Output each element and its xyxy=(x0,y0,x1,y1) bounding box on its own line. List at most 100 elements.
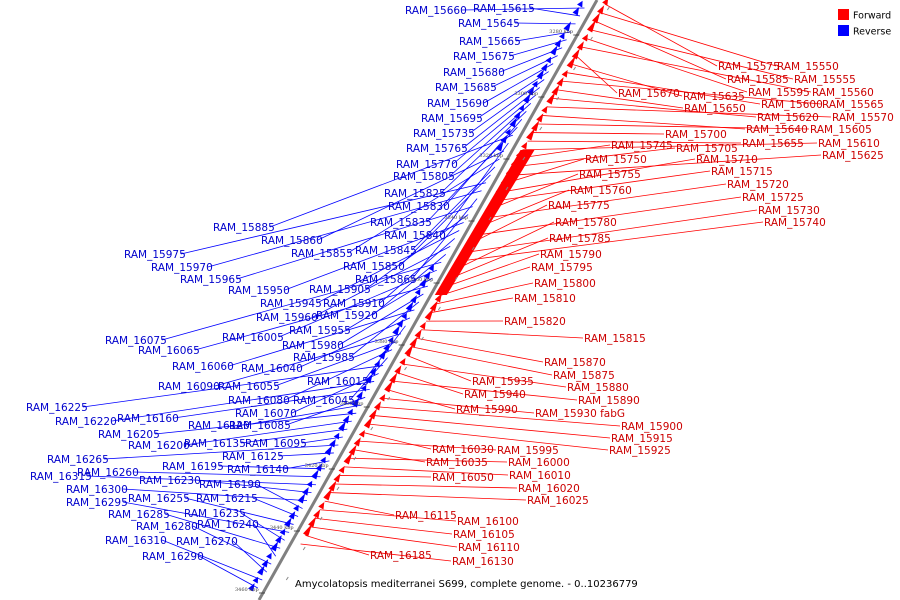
forward-gene-label: RAM_15550 xyxy=(777,61,839,73)
kbp-tick-label: 3440 kbp xyxy=(270,525,294,531)
forward-gene-label: RAM_15705 xyxy=(676,143,738,155)
reverse-gene-feature xyxy=(266,552,272,560)
reverse-gene-label: RAM_16240 xyxy=(197,519,259,531)
forward-gene-label: RAM_15780 xyxy=(555,217,617,229)
forward-leader-line xyxy=(310,526,458,548)
forward-leader-line xyxy=(551,97,757,118)
backbone-dot xyxy=(505,186,509,191)
reverse-gene-feature xyxy=(356,391,363,400)
forward-gene-label: RAM_15595 xyxy=(748,87,810,99)
forward-gene-feature xyxy=(521,141,528,150)
forward-gene-label: RAM_16130 xyxy=(452,556,514,568)
forward-leader-line xyxy=(488,173,579,211)
reverse-gene-feature xyxy=(387,336,394,344)
forward-gene-label: RAM_15790 xyxy=(540,249,602,261)
forward-gene-label: RAM_15740 xyxy=(764,217,826,229)
forward-gene-feature xyxy=(571,48,580,60)
forward-gene-label: RAM_16100 xyxy=(457,516,519,528)
reverse-gene-label: RAM_15660 xyxy=(405,5,467,17)
reverse-gene-label: RAM_16235 xyxy=(184,508,246,520)
reverse-gene-label: RAM_16255 xyxy=(128,493,190,505)
reverse-gene-feature xyxy=(261,559,269,568)
forward-leader-line xyxy=(300,543,452,562)
forward-leader-line xyxy=(556,89,684,109)
forward-gene-feature xyxy=(576,41,584,51)
forward-gene-feature xyxy=(389,372,398,384)
backbone-dot xyxy=(353,456,357,461)
forward-leader-line xyxy=(315,517,453,535)
reverse-gene-feature xyxy=(545,56,552,64)
forward-gene-label: RAM_16185 xyxy=(370,550,432,562)
reverse-leader-line xyxy=(240,512,285,541)
reverse-gene-label: RAM_15905 xyxy=(309,284,371,296)
reverse-gene-feature xyxy=(347,408,353,416)
reverse-gene-label: RAM_16055 xyxy=(218,381,280,393)
forward-leader-line xyxy=(566,72,761,105)
reverse-gene-label: RAM_16285 xyxy=(108,509,170,521)
forward-gene-feature xyxy=(551,84,560,96)
reverse-gene-feature xyxy=(549,45,558,56)
reverse-gene-label: RAM_16315 xyxy=(30,471,92,483)
forward-leader-line xyxy=(474,196,742,236)
forward-gene-label: RAM_15775 xyxy=(548,200,610,212)
forward-gene-feature xyxy=(602,0,609,6)
gene-features xyxy=(248,0,610,592)
reverse-gene-label: RAM_15950 xyxy=(228,285,290,297)
forward-gene-label: RAM_15815 xyxy=(584,333,646,345)
reverse-leader-line xyxy=(255,483,303,509)
kbp-tick-label: 3340 kbp xyxy=(445,215,469,221)
forward-gene-feature xyxy=(328,480,337,492)
kbp-tick-label: 3360 kbp xyxy=(410,277,434,283)
forward-gene-label: RAM_15555 xyxy=(794,74,856,86)
forward-leader-line xyxy=(512,147,676,168)
reverse-gene-label: RAM_16260 xyxy=(77,467,139,479)
legend-forward-swatch xyxy=(838,9,849,20)
reverse-gene-label: RAM_16060 xyxy=(172,361,234,373)
reverse-gene-feature xyxy=(257,565,265,576)
kbp-tick-label: 3280 kbp xyxy=(549,29,573,35)
reverse-leader-line xyxy=(192,525,272,565)
forward-gene-label: RAM_15890 xyxy=(578,395,640,407)
forward-gene-feature xyxy=(308,516,317,528)
reverse-gene-feature xyxy=(351,397,360,408)
forward-gene-feature xyxy=(586,19,597,33)
forward-gene-feature xyxy=(531,120,540,132)
reverse-gene-label: RAM_15835 xyxy=(370,217,432,229)
legend-reverse-swatch xyxy=(838,25,849,36)
forward-leader-line xyxy=(561,80,822,105)
reverse-gene-feature xyxy=(572,7,580,16)
kbp-tick-label: 3380 kbp xyxy=(375,339,399,345)
forward-leader-line xyxy=(575,55,618,94)
forward-leader-line xyxy=(527,140,742,144)
backbone-dot xyxy=(539,126,543,131)
reverse-leader-line xyxy=(301,436,343,444)
reverse-gene-label: RAM_16085 xyxy=(229,420,291,432)
forward-leader-line xyxy=(421,329,584,339)
reverse-leader-line xyxy=(184,420,352,446)
reverse-gene-label: RAM_15680 xyxy=(443,67,505,79)
forward-leader-line xyxy=(363,432,432,450)
reverse-gene-feature xyxy=(577,0,583,8)
legend-forward-label: Forward xyxy=(853,11,891,22)
forward-gene-feature xyxy=(526,127,536,141)
forward-gene-feature xyxy=(434,293,442,303)
reverse-gene-label: RAM_15985 xyxy=(293,352,355,364)
reverse-leader-line xyxy=(278,452,334,457)
reverse-gene-label: RAM_16295 xyxy=(66,497,128,509)
reverse-gene-feature xyxy=(324,445,333,456)
forward-gene-label: RAM_15870 xyxy=(544,357,606,369)
forward-gene-feature xyxy=(419,321,426,330)
reverse-gene-label: RAM_16125 xyxy=(222,451,284,463)
reverse-gene-label: RAM_16080 xyxy=(228,395,290,407)
backbone-dot xyxy=(336,486,340,491)
forward-gene-feature xyxy=(414,329,422,339)
forward-gene-feature xyxy=(394,365,402,375)
forward-leader-line xyxy=(459,221,764,262)
forward-gene-feature xyxy=(379,393,386,402)
reverse-leader-line xyxy=(284,222,464,291)
forward-leader-line xyxy=(469,204,548,245)
reverse-gene-label: RAM_16290 xyxy=(142,551,204,563)
forward-leader-line xyxy=(546,106,832,118)
reverse-gene-label: RAM_16065 xyxy=(138,345,200,357)
forward-gene-feature xyxy=(368,408,378,420)
